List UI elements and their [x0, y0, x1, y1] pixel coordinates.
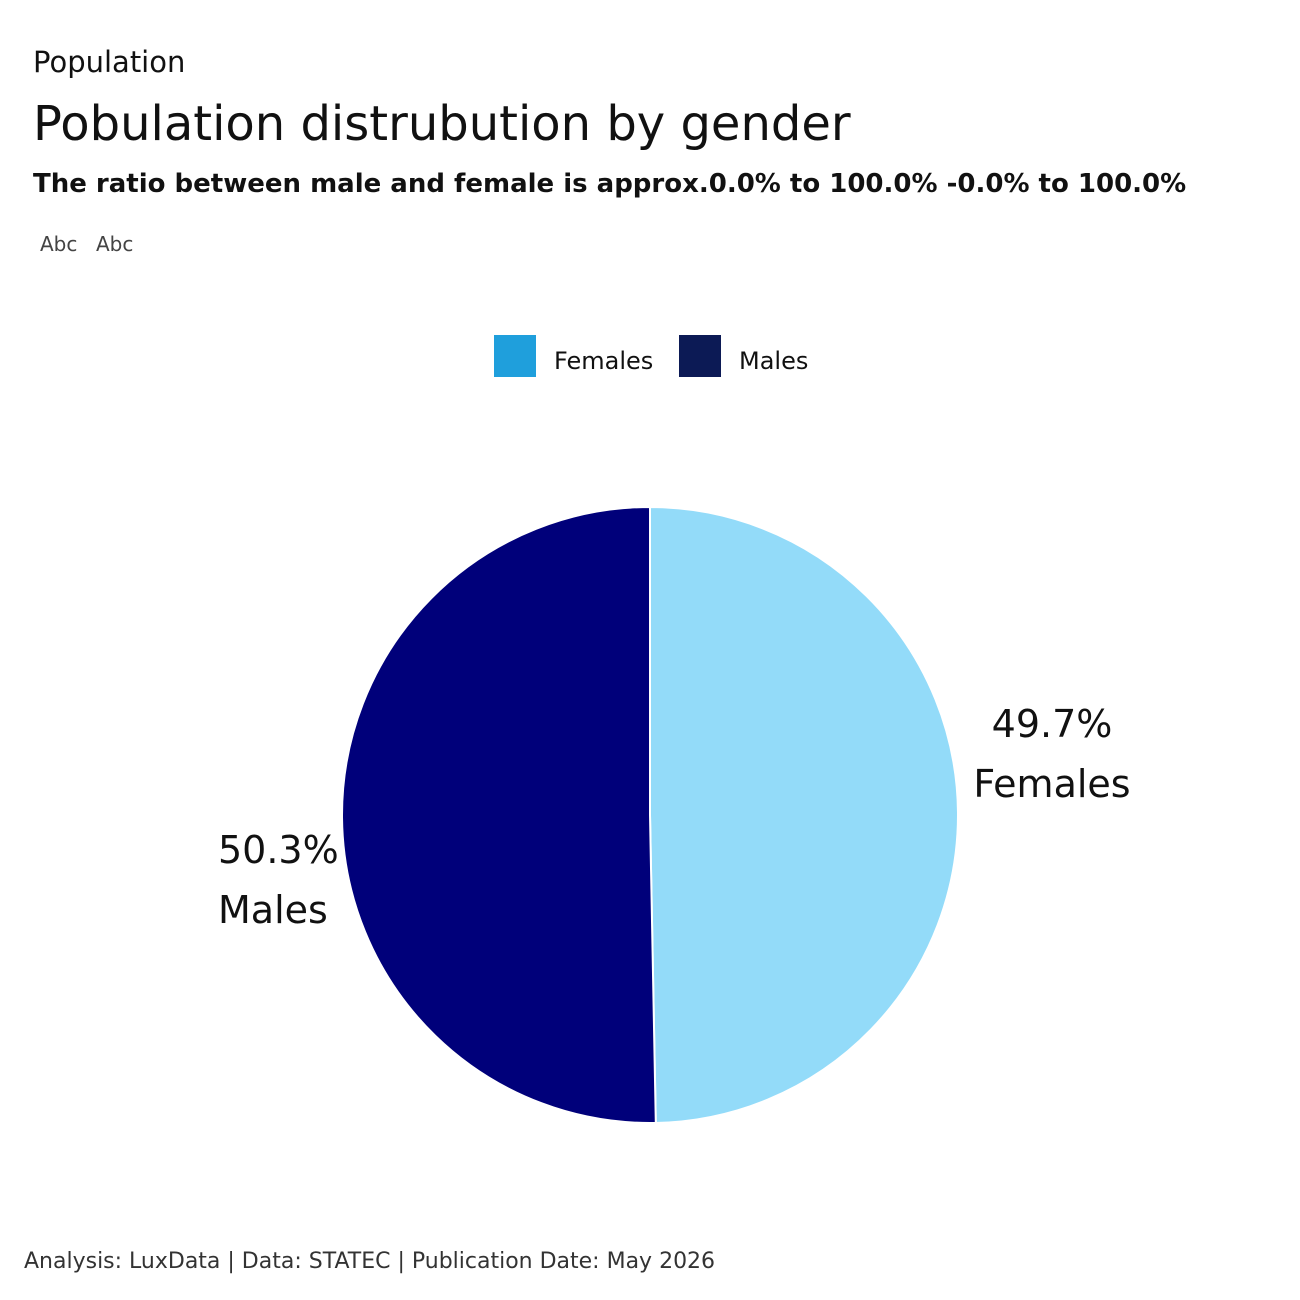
- chart-title: Pobulation distrubution by gender: [33, 96, 851, 152]
- legend-label: Females: [554, 347, 653, 375]
- legend-swatch: [679, 335, 721, 377]
- pie-slice: [341, 505, 657, 1124]
- pie-slice: [649, 505, 960, 1124]
- slice-category-label: Males: [218, 888, 328, 932]
- legend: Females Males: [494, 335, 808, 377]
- chart-subtitle: The ratio between male and female is app…: [33, 169, 1186, 199]
- footer: Analysis: LuxData | Data: STATEC | Publi…: [24, 1249, 715, 1274]
- slice-category-label: Females: [973, 762, 1130, 806]
- annotation: Abc: [96, 232, 133, 256]
- chart-kicker: Population: [33, 45, 185, 79]
- slice-value-label: 49.7%: [992, 702, 1113, 746]
- annotation: Abc: [40, 232, 77, 256]
- pie: 49.7% Females 50.3% Males: [218, 505, 1131, 1124]
- legend-swatch: [494, 335, 536, 377]
- slice-value-label: 50.3%: [218, 828, 339, 872]
- legend-label: Males: [739, 347, 808, 375]
